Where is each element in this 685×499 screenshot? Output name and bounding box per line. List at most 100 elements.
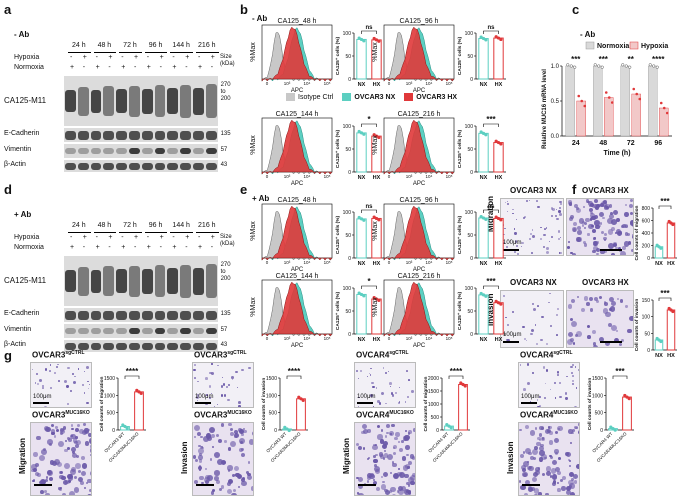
cell: [43, 426, 49, 432]
cell: [398, 440, 401, 443]
cell: [210, 491, 215, 495]
panel-label-f: f: [572, 182, 577, 197]
data-point: [362, 294, 366, 298]
legend-isotype: Isotype Ctrl: [286, 93, 333, 101]
cell: [88, 388, 90, 390]
cell: [375, 386, 378, 389]
x-tick-label: HX: [373, 175, 381, 181]
bar: [493, 302, 504, 335]
hypoxia-sign: +: [210, 234, 215, 241]
cell: [203, 436, 209, 443]
cell: [569, 442, 572, 445]
blot-band: [154, 265, 166, 297]
cell: [535, 467, 540, 472]
blot-band: [90, 162, 102, 170]
cell: [526, 200, 528, 202]
cell: [81, 456, 85, 461]
data-point: [374, 297, 379, 301]
flow-cell: CA125_144 h %Max 0 10³ 10⁴ 10⁵ APC 0 50 100 NX HX * C…: [250, 273, 384, 349]
cell: [614, 231, 618, 235]
cell: [400, 440, 404, 444]
cell: [56, 461, 63, 468]
hypoxia-sign: +: [159, 234, 164, 241]
sig-label: ***: [615, 367, 625, 376]
c-x-tick-label: 72: [627, 140, 635, 147]
cell: [619, 299, 624, 304]
blot-band: [193, 328, 204, 334]
cell: [555, 467, 561, 473]
y-axis-label: Cell counts of migration: [634, 205, 640, 260]
cell: [576, 330, 582, 337]
cell: [543, 246, 546, 249]
cell: [357, 445, 362, 450]
cell: [220, 394, 224, 397]
sig-bracket: [658, 297, 672, 301]
cell: [412, 428, 415, 432]
scale-bar: [358, 484, 376, 486]
cell: [626, 232, 631, 236]
g-cell-line: OVCAR3: [194, 350, 228, 360]
cell: [621, 338, 625, 342]
cell: [583, 226, 587, 230]
cell: [234, 465, 240, 471]
cell: [615, 246, 618, 250]
cell: [71, 427, 74, 431]
y-tick-label: 600: [642, 219, 651, 225]
cell: [45, 476, 48, 479]
cell: [73, 487, 80, 494]
hx-histogram: [261, 281, 333, 337]
cell: [72, 453, 78, 459]
y-axis-label: CA125⁺ cells (%): [457, 36, 463, 75]
cell: [198, 444, 201, 448]
data-point: [484, 38, 488, 42]
x-tick-label: NX: [358, 261, 366, 267]
y-tick-label: 1500: [592, 376, 603, 382]
cell: [406, 490, 409, 493]
cell: [89, 489, 91, 493]
cell: [398, 447, 404, 453]
sig-label: ***: [486, 115, 496, 124]
blot-band: [116, 148, 127, 154]
protein-label: CA125-M11: [4, 276, 47, 285]
timepoint-label: 72 h: [123, 222, 137, 229]
row-normoxia-label: Normoxia: [14, 64, 44, 71]
cell: [196, 399, 199, 402]
y-axis-label: CA125⁺ cells (%): [457, 215, 463, 254]
blot-band: [90, 310, 102, 320]
cell: [551, 207, 554, 210]
cell: [409, 480, 415, 486]
flow-title: CA125_96 h: [400, 18, 439, 25]
normoxia-sign: -: [134, 64, 137, 71]
c-sig-label: **: [628, 55, 635, 64]
cell: [534, 470, 540, 476]
sig-bracket: [361, 285, 377, 289]
cell: [78, 428, 85, 435]
g-top-title: OVCAR4sgCTRL: [356, 350, 409, 360]
flow-xtick: 10⁴: [426, 336, 433, 341]
cell: [209, 458, 213, 461]
micrograph: [354, 362, 416, 408]
data-point: [481, 216, 486, 220]
flow-cell: CA125_48 h %Max 0 10³ 10⁴ 10⁵ APC 0 50 100 NX HX ns C…: [250, 18, 384, 94]
cell: [548, 440, 554, 445]
blot-band: [65, 148, 76, 154]
y-tick-label: 100: [343, 210, 352, 216]
scale-bar: [33, 402, 49, 404]
flow-xtick: 10³: [406, 81, 413, 86]
blot-band: [205, 84, 217, 118]
cell: [555, 313, 558, 316]
x-tick-label: NX: [480, 337, 488, 343]
row-hypoxia-label: Hypoxia: [14, 54, 40, 61]
cell: [559, 478, 564, 483]
cell: [576, 463, 579, 469]
x-tick-label: NX: [655, 261, 663, 267]
data-point: [362, 132, 366, 136]
hypoxia-sign: +: [210, 54, 215, 61]
hypoxia-sign: -: [172, 234, 175, 241]
cell: [362, 424, 368, 430]
cell: [59, 487, 63, 491]
cell: [607, 243, 614, 249]
cell: [214, 452, 221, 458]
